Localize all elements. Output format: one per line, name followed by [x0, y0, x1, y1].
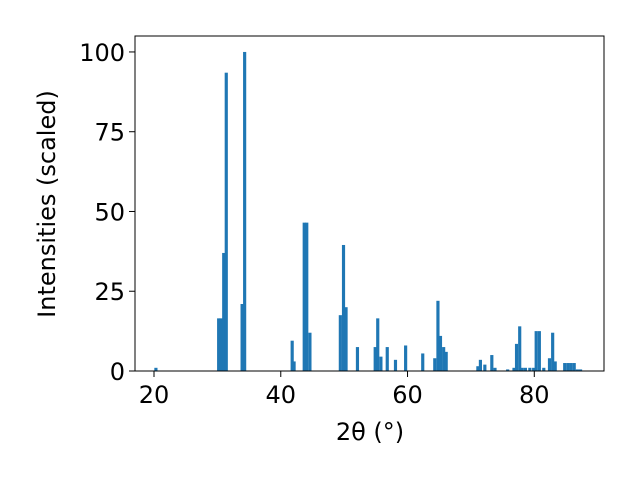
bar	[478, 359, 482, 371]
bar	[442, 347, 446, 371]
y-axis-label: Intensities (scaled)	[33, 90, 61, 318]
y-tick-label: 25	[94, 278, 125, 306]
x-axis: 20 40 60 80	[139, 371, 550, 409]
bar	[222, 252, 226, 371]
bar	[547, 358, 552, 371]
x-tick-label: 40	[265, 381, 296, 409]
bar	[493, 367, 497, 371]
bar	[537, 331, 541, 371]
bar-series	[154, 51, 583, 371]
bar	[404, 345, 408, 371]
bar	[476, 366, 480, 371]
y-tick-label: 0	[110, 358, 125, 386]
x-tick-label: 60	[392, 381, 423, 409]
bar	[514, 343, 519, 371]
bar	[292, 361, 296, 371]
bar	[506, 369, 510, 371]
y-tick-label: 75	[94, 119, 125, 147]
bar	[243, 51, 247, 371]
bar	[305, 222, 309, 371]
bar	[528, 367, 532, 371]
bar	[490, 355, 494, 371]
bar	[376, 318, 380, 371]
bar	[523, 367, 527, 371]
bar	[438, 335, 443, 371]
x-tick-label: 20	[139, 381, 170, 409]
bar	[240, 304, 244, 371]
bar	[542, 367, 546, 371]
bar	[518, 326, 522, 371]
bar	[444, 351, 448, 371]
bar	[436, 300, 440, 371]
plot-frame	[134, 35, 605, 372]
bar	[575, 369, 579, 371]
bar	[551, 332, 555, 371]
bar	[534, 331, 538, 371]
bar	[373, 347, 377, 371]
bar	[308, 332, 312, 371]
bar	[224, 72, 228, 371]
bar	[379, 356, 383, 371]
bar	[421, 353, 425, 371]
bar	[290, 340, 294, 371]
bar	[566, 363, 570, 371]
bar	[563, 363, 567, 371]
y-axis: 0 25 50 75 100	[79, 39, 135, 386]
x-axis-label: 2θ (°)	[336, 418, 404, 446]
y-tick-label: 50	[94, 198, 125, 226]
bar	[578, 369, 583, 371]
bar	[217, 318, 221, 371]
bar	[393, 359, 398, 371]
bar	[569, 363, 573, 371]
bar	[520, 367, 524, 371]
bar	[532, 367, 536, 371]
bar	[433, 358, 437, 371]
y-tick-label: 100	[79, 39, 125, 67]
bar	[385, 347, 389, 371]
x-tick-label: 80	[519, 381, 550, 409]
bar	[338, 315, 342, 371]
bar	[512, 367, 516, 371]
bar	[219, 318, 223, 371]
bar	[483, 364, 487, 371]
bar	[154, 367, 158, 371]
bar	[572, 363, 576, 371]
bar	[302, 222, 306, 371]
bar	[341, 244, 346, 371]
bar	[344, 307, 348, 371]
bar	[355, 347, 360, 371]
bar	[553, 361, 557, 371]
